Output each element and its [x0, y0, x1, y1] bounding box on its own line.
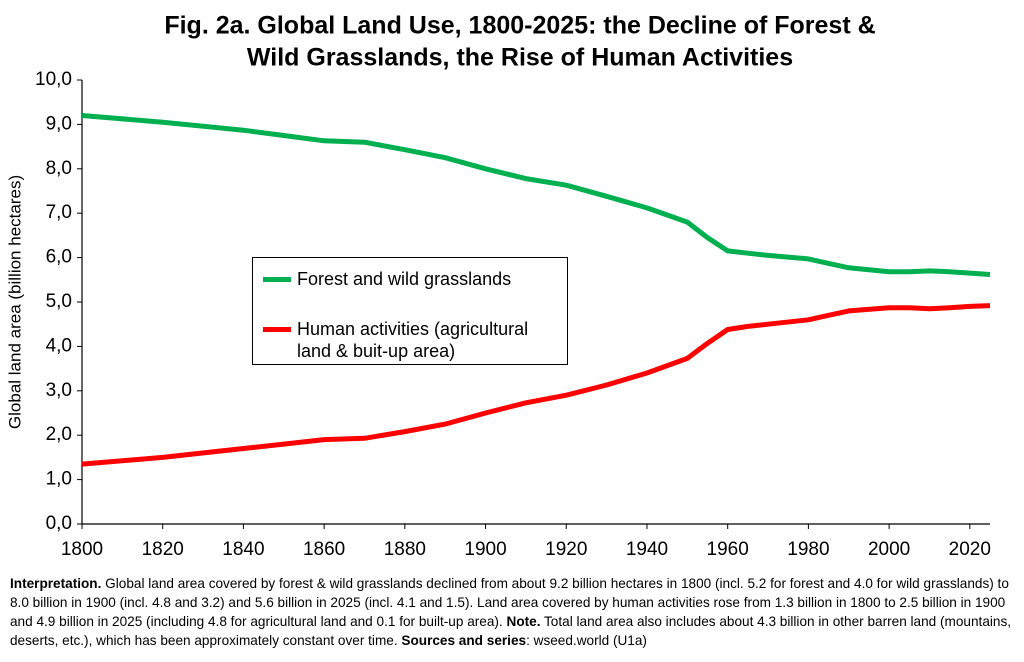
- x-tick-label: 1920: [545, 539, 587, 560]
- y-axis-label: Global land area (billion hectares): [5, 175, 24, 429]
- note-label: Sources and series: [401, 633, 527, 648]
- y-tick-label: 0,0: [46, 513, 72, 534]
- y-tick-label: 7,0: [46, 202, 72, 223]
- y-tick-label: 4,0: [46, 335, 72, 356]
- note-label: Note.: [506, 614, 541, 629]
- x-tick-label: 1800: [61, 539, 103, 560]
- x-tick-label: 2000: [868, 539, 910, 560]
- legend-label: Forest and wild grasslands: [297, 269, 512, 289]
- series-line: [81, 113, 991, 277]
- legend: Forest and wild grasslands Human activiti…: [252, 257, 568, 365]
- note-text: : wseed.world (U1a): [526, 633, 647, 648]
- note-text: Total land area also includes about 4.3 …: [10, 614, 1012, 648]
- x-tick-label: 2020: [949, 539, 991, 560]
- chart: Fig. 2a. Global Land Use, 1800-2025: the…: [5, 12, 991, 560]
- x-tick-label: 1860: [303, 539, 345, 560]
- y-tick-label: 5,0: [46, 291, 72, 312]
- y-tick-label: 6,0: [46, 247, 72, 268]
- legend-label: Human activities (agricultural land & bu…: [297, 319, 529, 361]
- y-tick-label: 10,0: [35, 69, 72, 90]
- x-tick-label: 1820: [142, 539, 184, 560]
- y-tick-label: 1,0: [46, 469, 72, 490]
- x-tick-label: 1940: [626, 539, 668, 560]
- y-tick-label: 8,0: [46, 158, 72, 179]
- x-tick-label: 1880: [384, 539, 426, 560]
- y-tick-label: 9,0: [46, 113, 72, 134]
- x-tick-label: 1960: [707, 539, 749, 560]
- series-line: [81, 303, 991, 467]
- footnote: Interpretation. Global land area covered…: [10, 574, 1014, 650]
- note-text: Global land area covered by forest & wil…: [10, 576, 1009, 629]
- legend-swatch: [263, 277, 291, 282]
- legend-swatch: [263, 327, 291, 332]
- chart-title: Fig. 2a. Global Land Use, 1800-2025: the…: [164, 12, 875, 40]
- y-tick-label: 2,0: [46, 424, 72, 445]
- note-label: Interpretation.: [10, 576, 102, 591]
- x-tick-label: 1840: [222, 539, 264, 560]
- x-tick-label: 1980: [787, 539, 829, 560]
- legend-item: Human activities (agricultural land & bu…: [263, 318, 557, 362]
- chart-title: Wild Grasslands, the Rise of Human Activ…: [247, 44, 793, 72]
- legend-item: Forest and wild grasslands: [263, 268, 557, 290]
- x-tick-label: 1900: [464, 539, 506, 560]
- y-tick-label: 3,0: [46, 380, 72, 401]
